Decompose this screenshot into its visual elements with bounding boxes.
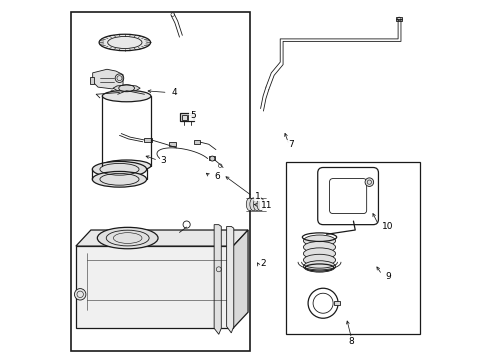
Ellipse shape (253, 198, 260, 211)
Ellipse shape (257, 198, 264, 211)
Ellipse shape (102, 90, 151, 102)
Bar (90, 77, 94, 84)
Text: 5: 5 (189, 111, 195, 120)
Polygon shape (76, 246, 233, 328)
Text: 11: 11 (260, 201, 271, 210)
Ellipse shape (303, 242, 335, 253)
Text: 8: 8 (348, 337, 354, 346)
Circle shape (209, 156, 214, 161)
Bar (333, 301, 339, 305)
Text: 7: 7 (287, 140, 293, 149)
Text: 1: 1 (254, 192, 260, 201)
Bar (194, 140, 200, 144)
Polygon shape (93, 69, 123, 89)
Ellipse shape (303, 261, 335, 272)
Ellipse shape (92, 171, 146, 187)
Bar (181, 114, 186, 120)
Ellipse shape (92, 161, 146, 177)
Ellipse shape (246, 198, 253, 211)
Bar (180, 113, 194, 121)
Ellipse shape (303, 248, 335, 259)
Ellipse shape (303, 235, 335, 247)
Ellipse shape (99, 34, 150, 51)
Polygon shape (226, 226, 233, 333)
Polygon shape (214, 225, 221, 334)
Bar (71, 12, 249, 351)
Circle shape (365, 178, 373, 186)
Ellipse shape (102, 160, 151, 171)
Bar (208, 156, 215, 160)
Text: 2: 2 (260, 260, 265, 269)
Ellipse shape (97, 227, 158, 249)
Circle shape (74, 289, 86, 300)
Ellipse shape (303, 254, 335, 266)
Text: 10: 10 (381, 222, 393, 231)
Bar (169, 142, 176, 146)
Bar (144, 138, 151, 143)
Ellipse shape (249, 198, 257, 211)
Text: 3: 3 (160, 156, 166, 165)
Text: 6: 6 (214, 172, 220, 181)
Polygon shape (113, 85, 140, 91)
Bar (395, 17, 402, 21)
Text: 9: 9 (385, 272, 390, 281)
Bar (188, 114, 193, 120)
Polygon shape (233, 230, 247, 328)
Text: 4: 4 (171, 88, 177, 97)
Bar (285, 162, 419, 334)
Polygon shape (76, 230, 247, 246)
